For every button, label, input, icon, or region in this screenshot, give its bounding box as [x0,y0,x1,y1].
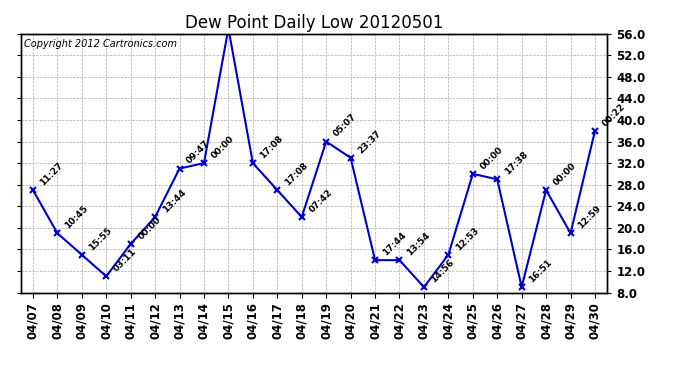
Text: 09:47: 09:47 [185,139,212,166]
Text: 00:00: 00:00 [136,215,162,241]
Text: 23:37: 23:37 [356,128,383,155]
Text: 14:56: 14:56 [429,258,456,284]
Text: 17:38: 17:38 [503,150,529,177]
Text: 13:54: 13:54 [405,231,432,257]
Text: 13:44: 13:44 [161,188,188,214]
Text: 10:45: 10:45 [63,204,90,230]
Text: 07:42: 07:42 [307,188,334,214]
Text: 11:27: 11:27 [39,160,65,187]
Text: 17:44: 17:44 [381,231,408,257]
Text: Copyright 2012 Cartronics.com: Copyright 2012 Cartronics.com [23,39,177,49]
Text: 00:02: 00:02 [0,374,1,375]
Title: Dew Point Daily Low 20120501: Dew Point Daily Low 20120501 [185,14,443,32]
Text: 00:00: 00:00 [552,161,578,187]
Text: 15:55: 15:55 [88,225,114,252]
Text: 00:00: 00:00 [210,134,236,160]
Text: 17:08: 17:08 [259,134,285,160]
Text: 16:51: 16:51 [527,258,554,284]
Text: 12:53: 12:53 [454,225,480,252]
Text: 03:11: 03:11 [112,247,138,273]
Text: 00:00: 00:00 [478,145,504,171]
Text: 00:22: 00:22 [600,102,627,128]
Text: 05:07: 05:07 [332,112,358,139]
Text: 17:08: 17:08 [283,161,309,187]
Text: 12:59: 12:59 [576,204,603,230]
